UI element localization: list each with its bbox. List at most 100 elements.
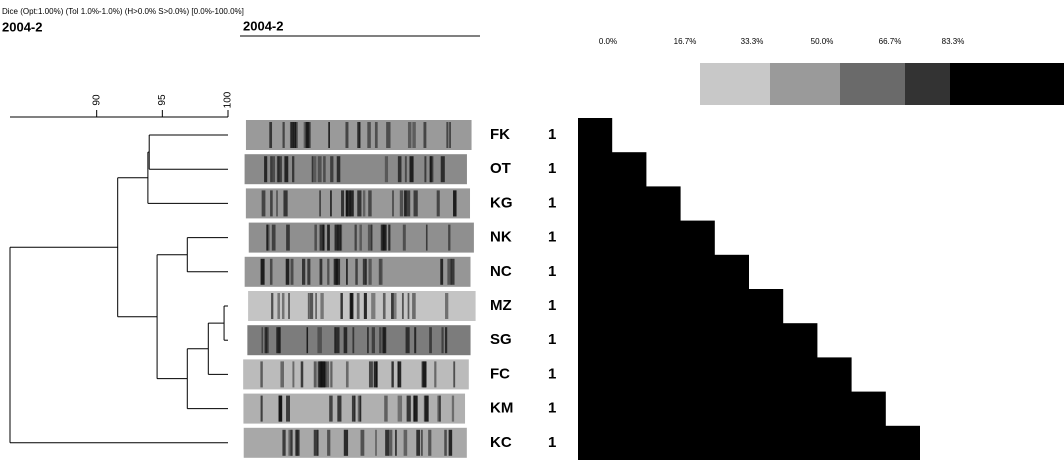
gel-band [261, 396, 263, 422]
gel-band [439, 396, 441, 422]
gel-band [346, 361, 349, 387]
gel-band [414, 327, 416, 353]
row-label: KC [490, 434, 512, 451]
gel-band [280, 361, 284, 387]
gel-lane [247, 325, 470, 355]
gel-band [408, 122, 411, 148]
matrix-row [578, 392, 886, 427]
gel-band [357, 293, 360, 319]
gel-band [286, 225, 290, 251]
gel-band [413, 396, 415, 422]
gel-band [375, 122, 378, 148]
gel-band [369, 259, 372, 285]
gel-band [352, 396, 355, 422]
gel-band [385, 156, 388, 182]
gel-band [423, 361, 427, 387]
gel-band [307, 327, 309, 353]
gel-band [283, 190, 287, 216]
gel-band [421, 430, 423, 456]
gel-band [391, 293, 394, 319]
row-count: 1 [548, 434, 556, 451]
scale-label: 66.7% [879, 37, 902, 46]
gel-band [357, 122, 359, 148]
gel-band [340, 293, 342, 319]
gel-band [292, 156, 294, 182]
gel-band [323, 156, 326, 182]
gel-band [381, 259, 383, 285]
gel-band [261, 259, 265, 285]
gel-band [334, 259, 338, 285]
gel-band [448, 225, 450, 251]
gel-band [314, 361, 317, 387]
gel-band [372, 327, 375, 353]
gel-band [290, 122, 294, 148]
gel-band [371, 293, 375, 319]
gel-band [416, 430, 420, 456]
gel-band [260, 361, 262, 387]
matrix-row [578, 221, 715, 256]
gel-band [347, 190, 351, 216]
gel-band [375, 430, 377, 456]
gel-band [328, 122, 330, 148]
gel-band [318, 156, 322, 182]
gel-band [337, 396, 341, 422]
gel-band [296, 430, 300, 456]
matrix-row [578, 186, 681, 221]
gel-band [357, 190, 361, 216]
gel-band [312, 156, 314, 182]
gel-band [398, 396, 402, 422]
gel-band [320, 293, 323, 319]
scale-swatch [950, 63, 1064, 105]
gel-band [340, 225, 342, 251]
gel-band [329, 396, 332, 422]
gel-band [412, 122, 415, 148]
gel-band [341, 190, 344, 216]
gel-band [314, 225, 317, 251]
gel-band [424, 156, 426, 182]
gel-band [361, 430, 365, 456]
gel-band [337, 156, 341, 182]
row-count: 1 [548, 297, 556, 314]
gel-band [350, 293, 354, 319]
matrix-row [578, 255, 749, 290]
gel-band [323, 225, 325, 251]
row-count: 1 [548, 331, 556, 348]
gel-band [279, 396, 283, 422]
gel-band [290, 430, 292, 456]
gel-band [358, 396, 361, 422]
scale-swatch [770, 63, 840, 105]
gel-band [428, 430, 431, 456]
gel-band [352, 327, 354, 353]
gel-band [392, 190, 394, 216]
scale-tick-label: 90 [91, 94, 102, 106]
row-count: 1 [548, 160, 556, 177]
gel-band [277, 156, 280, 182]
row-label: FC [490, 365, 510, 382]
gel-band [307, 259, 310, 285]
scale-tick-label: 100 [223, 91, 234, 108]
gel-band [406, 327, 410, 353]
gel-band [284, 156, 288, 182]
gel-band [314, 430, 318, 456]
gel-band [429, 327, 432, 353]
row-count: 1 [548, 263, 556, 280]
gel-band [327, 361, 330, 387]
gel-band [398, 156, 402, 182]
row-label: MZ [490, 297, 512, 314]
gel-band [262, 190, 266, 216]
gel-band [278, 327, 280, 353]
gel-band [359, 225, 361, 251]
gel-band [444, 430, 447, 456]
gel-band [449, 430, 453, 456]
matrix-row [578, 357, 852, 392]
gel-band [364, 293, 367, 319]
gel-band [272, 225, 276, 251]
gel-band [318, 361, 322, 387]
gel-band [292, 361, 294, 387]
gel-band [367, 122, 371, 148]
gel-band [434, 361, 436, 387]
gel-band [304, 122, 307, 148]
gel-band [385, 430, 389, 456]
gel-band [335, 327, 339, 353]
gel-band [381, 225, 385, 251]
